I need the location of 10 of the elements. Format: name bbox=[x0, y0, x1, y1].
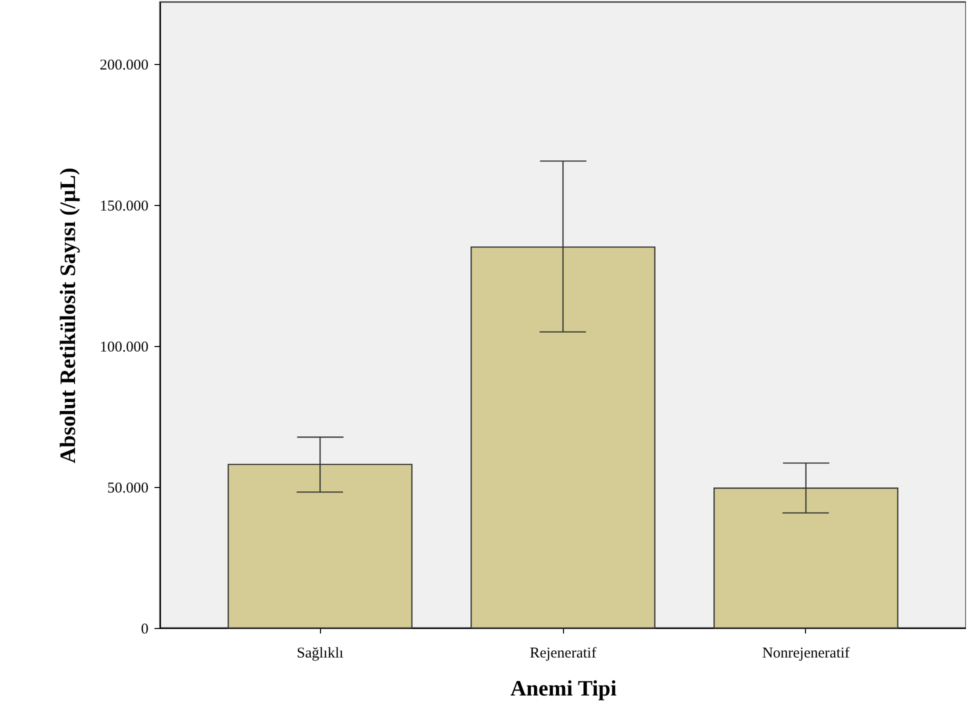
y-tick-label: 50.000 bbox=[107, 480, 148, 497]
y-tick-label: 150.000 bbox=[100, 198, 148, 215]
y-tick-label: 200.000 bbox=[100, 58, 148, 74]
y-tick-label: 0 bbox=[141, 622, 148, 638]
x-tick-label: Rejeneratif bbox=[530, 646, 596, 662]
x-tick-label: Nonrejeneratif bbox=[762, 646, 850, 662]
y-tick-label: 100.000 bbox=[100, 340, 148, 356]
y-axis-title: Absolut Retikülosit Sayısı (/µL) bbox=[54, 168, 80, 464]
x-axis-title: Anemi Tipi bbox=[510, 676, 617, 700]
x-tick-label: Sağlıklı bbox=[296, 646, 344, 662]
